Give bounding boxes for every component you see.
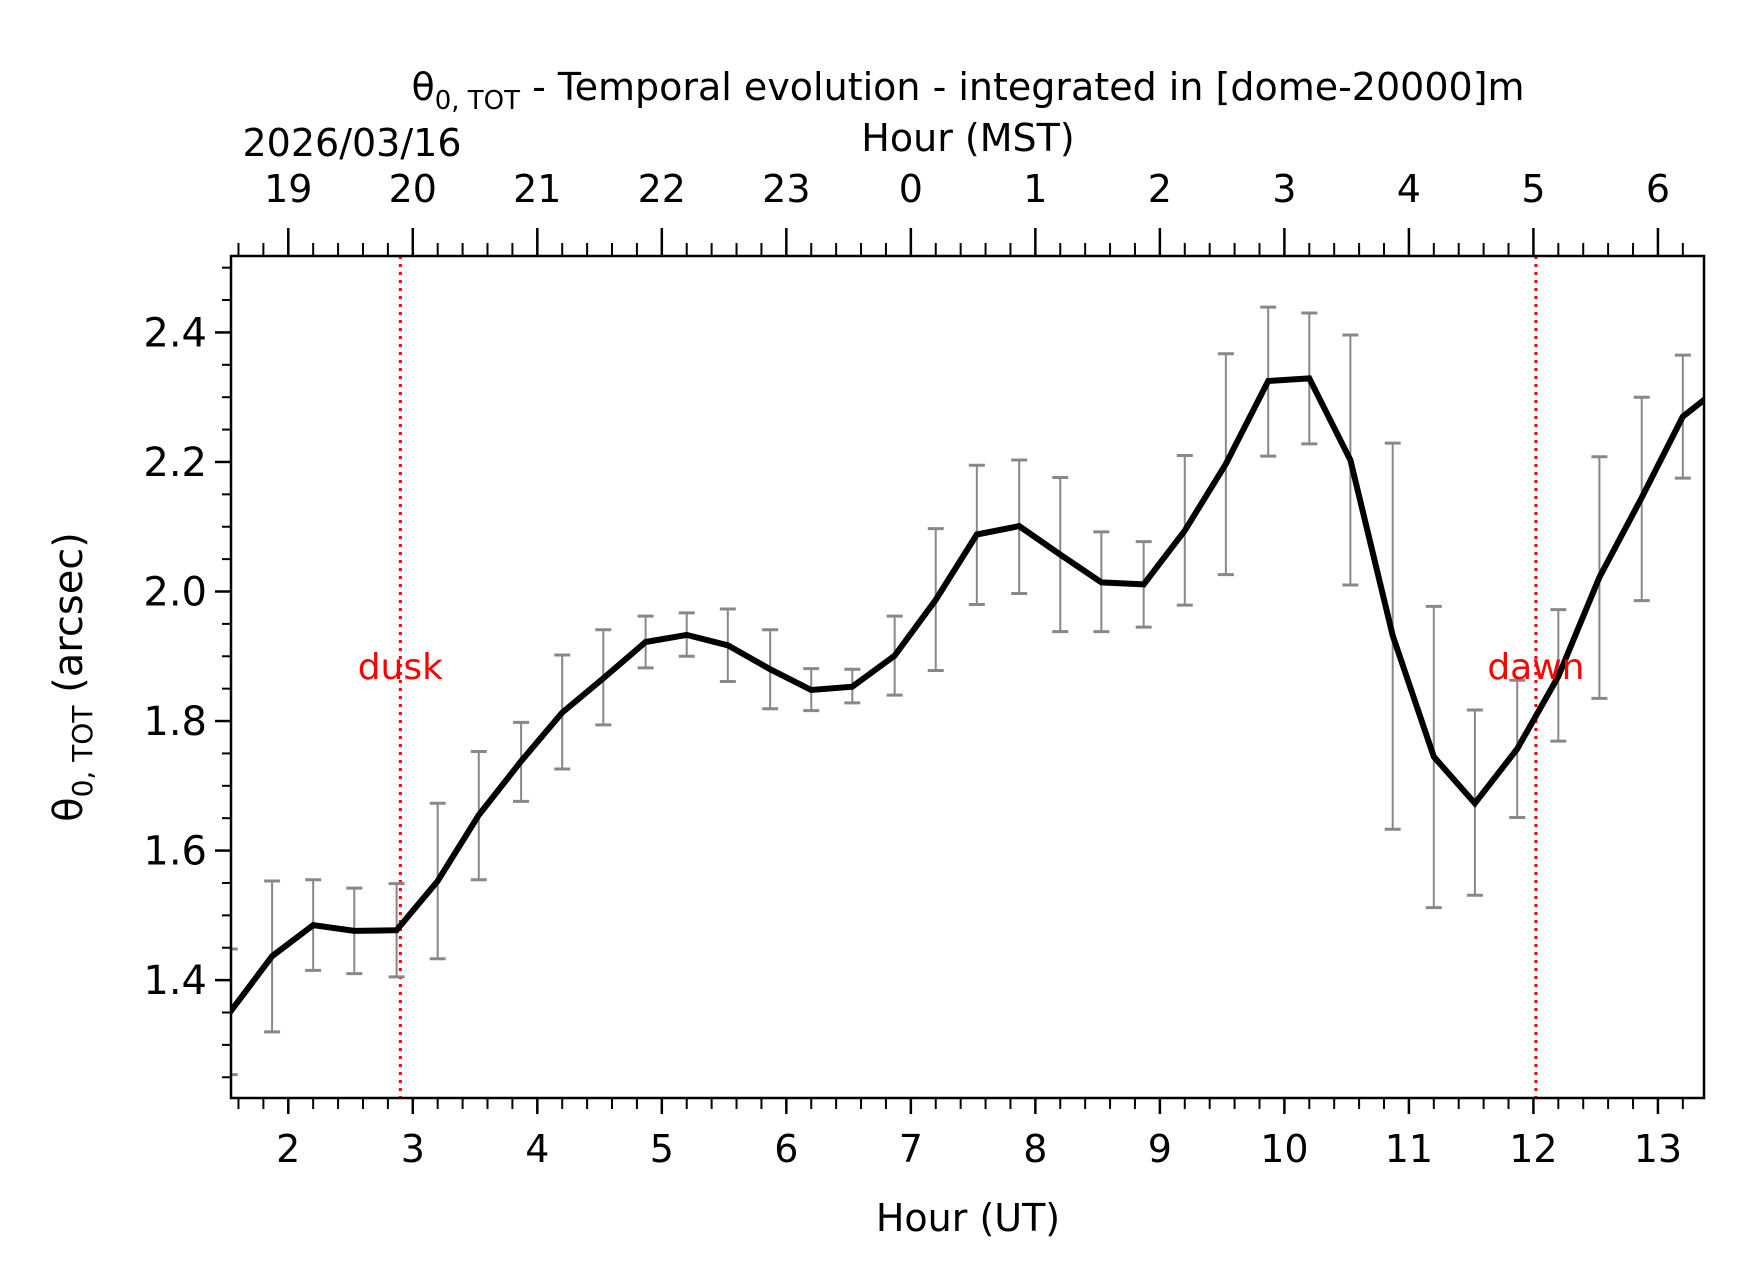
- event-lines: [398, 256, 1538, 1098]
- dawn-label: dawn: [1487, 647, 1584, 688]
- top-tick-label: 2: [1148, 167, 1172, 211]
- x-tick-label: 13: [1634, 1127, 1682, 1171]
- y-tick-label: 1.8: [143, 699, 207, 745]
- x-tick-label: 2: [276, 1127, 300, 1171]
- x-tick-label: 4: [525, 1127, 549, 1171]
- x-tick-label: 8: [1023, 1127, 1047, 1171]
- error-bars: [231, 305, 1732, 1077]
- y-tick-label: 2.0: [143, 570, 207, 616]
- dusk-label: dusk: [358, 647, 443, 688]
- x-tick-label: 11: [1385, 1127, 1433, 1171]
- top-tick-label: 5: [1521, 167, 1545, 211]
- top-tick-label: 6: [1646, 167, 1670, 211]
- x-tick-label: 6: [774, 1127, 798, 1171]
- top-tick-label: 20: [389, 167, 437, 211]
- x-axis-label: Hour (UT): [876, 1196, 1060, 1240]
- error-bar: [231, 947, 238, 1077]
- series-line-theta0-tot: [231, 375, 1704, 1015]
- x-tick-label: 7: [899, 1127, 923, 1171]
- y-tick-label: 2.4: [143, 310, 207, 356]
- x-axis: 2 3 4 5 6 7 8 9 10 11 12 13: [237, 1098, 1684, 1171]
- top-tick-label: 23: [762, 167, 810, 211]
- top-axis: 19 20 21 22 23 0 1 2 3 4 5 6: [237, 167, 1684, 256]
- top-tick-label: 22: [638, 167, 686, 211]
- x-tick-label: 12: [1509, 1127, 1557, 1171]
- top-tick-label: 19: [264, 167, 312, 211]
- plot-frame: [229, 254, 1706, 1100]
- x-tick-label: 3: [401, 1127, 425, 1171]
- y-axis-label: θ0, TOT (arcsec): [46, 532, 99, 822]
- top-tick-label: 21: [513, 167, 561, 211]
- top-axis-label: Hour (MST): [861, 116, 1074, 160]
- y-tick-label: 2.2: [143, 440, 207, 486]
- y-tick-label: 1.4: [143, 958, 207, 1004]
- top-tick-label: 1: [1023, 167, 1047, 211]
- x-tick-label: 9: [1148, 1127, 1172, 1171]
- error-bar: [1716, 326, 1732, 462]
- x-tick-label: 10: [1260, 1127, 1308, 1171]
- chart-title: θ0, TOT - Temporal evolution - integrate…: [411, 65, 1524, 116]
- plot-area: dusk dawn: [231, 256, 1732, 1098]
- top-tick-label: 0: [899, 167, 923, 211]
- date-label: 2026/03/16: [242, 121, 461, 165]
- event-labels: dusk dawn: [358, 647, 1585, 688]
- top-tick-label: 4: [1397, 167, 1421, 211]
- top-tick-label: 3: [1272, 167, 1296, 211]
- y-tick-label: 1.6: [143, 829, 207, 875]
- y-axis: 1.4 1.6 1.8 2.0 2.2 2.4: [143, 266, 231, 1079]
- x-tick-label: 5: [650, 1127, 674, 1171]
